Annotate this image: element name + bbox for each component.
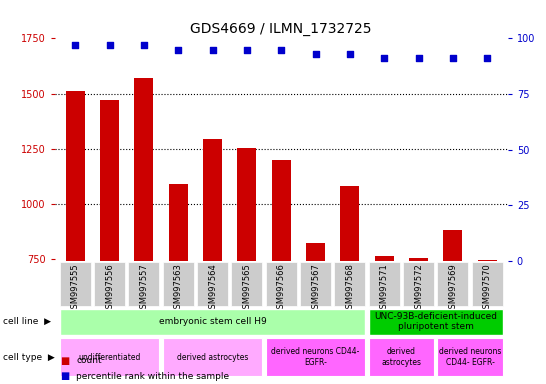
Point <box>346 51 354 57</box>
Text: ■: ■ <box>60 356 69 366</box>
FancyBboxPatch shape <box>266 262 296 306</box>
Point <box>139 42 148 48</box>
Bar <box>203 139 222 261</box>
Text: GSM997565: GSM997565 <box>242 263 251 314</box>
FancyBboxPatch shape <box>334 262 365 306</box>
Text: cell line  ▶: cell line ▶ <box>3 317 51 326</box>
Point <box>277 46 286 53</box>
FancyBboxPatch shape <box>60 309 365 334</box>
Text: GSM997555: GSM997555 <box>70 263 80 314</box>
Text: GSM997556: GSM997556 <box>105 263 114 314</box>
Point <box>208 46 217 53</box>
Text: UNC-93B-deficient-induced
pluripotent stem: UNC-93B-deficient-induced pluripotent st… <box>374 312 497 331</box>
Point <box>105 42 114 48</box>
FancyBboxPatch shape <box>369 309 503 334</box>
Bar <box>478 260 497 261</box>
Bar <box>409 258 428 261</box>
Bar <box>375 256 394 261</box>
Point <box>380 55 389 61</box>
Bar <box>100 100 119 261</box>
Text: GSM997564: GSM997564 <box>208 263 217 314</box>
FancyBboxPatch shape <box>437 338 503 376</box>
Bar <box>306 243 325 261</box>
FancyBboxPatch shape <box>128 262 159 306</box>
Bar <box>443 230 462 261</box>
FancyBboxPatch shape <box>369 262 400 306</box>
Bar <box>169 184 188 261</box>
Text: ■: ■ <box>60 371 69 381</box>
FancyBboxPatch shape <box>369 338 434 376</box>
FancyBboxPatch shape <box>300 262 331 306</box>
Text: count: count <box>76 356 102 366</box>
Point <box>448 55 457 61</box>
FancyBboxPatch shape <box>403 262 434 306</box>
FancyBboxPatch shape <box>94 262 125 306</box>
Text: GSM997568: GSM997568 <box>346 263 354 314</box>
Text: GSM997563: GSM997563 <box>174 263 183 314</box>
Text: derived astrocytes: derived astrocytes <box>177 353 248 362</box>
Point <box>414 55 423 61</box>
Text: GSM997570: GSM997570 <box>483 263 492 314</box>
Bar <box>238 147 256 261</box>
Text: GSM997567: GSM997567 <box>311 263 320 314</box>
Point <box>71 42 80 48</box>
Text: derived neurons CD44-
EGFR-: derived neurons CD44- EGFR- <box>271 348 360 367</box>
Bar <box>340 186 359 261</box>
Bar <box>272 160 290 261</box>
Text: GSM997571: GSM997571 <box>379 263 389 314</box>
FancyBboxPatch shape <box>197 262 228 306</box>
FancyBboxPatch shape <box>163 338 262 376</box>
Text: GSM997557: GSM997557 <box>139 263 149 314</box>
FancyBboxPatch shape <box>472 262 503 306</box>
Text: derived
astrocytes: derived astrocytes <box>381 348 422 367</box>
Text: GSM997569: GSM997569 <box>448 263 458 314</box>
Text: derived neurons
CD44- EGFR-: derived neurons CD44- EGFR- <box>439 348 501 367</box>
Point <box>242 46 251 53</box>
Text: GSM997572: GSM997572 <box>414 263 423 314</box>
Text: embryonic stem cell H9: embryonic stem cell H9 <box>159 317 266 326</box>
Text: cell type  ▶: cell type ▶ <box>3 353 55 362</box>
Point <box>311 51 320 57</box>
Bar <box>66 91 85 261</box>
FancyBboxPatch shape <box>60 262 91 306</box>
Text: GSM997566: GSM997566 <box>277 263 286 314</box>
FancyBboxPatch shape <box>266 338 365 376</box>
FancyBboxPatch shape <box>60 338 159 376</box>
FancyBboxPatch shape <box>163 262 194 306</box>
Point <box>483 55 491 61</box>
Title: GDS4669 / ILMN_1732725: GDS4669 / ILMN_1732725 <box>191 22 372 36</box>
FancyBboxPatch shape <box>232 262 262 306</box>
Text: percentile rank within the sample: percentile rank within the sample <box>76 372 229 381</box>
Point <box>174 46 182 53</box>
Bar <box>134 78 153 261</box>
Text: undifferentiated: undifferentiated <box>78 353 141 362</box>
FancyBboxPatch shape <box>437 262 468 306</box>
